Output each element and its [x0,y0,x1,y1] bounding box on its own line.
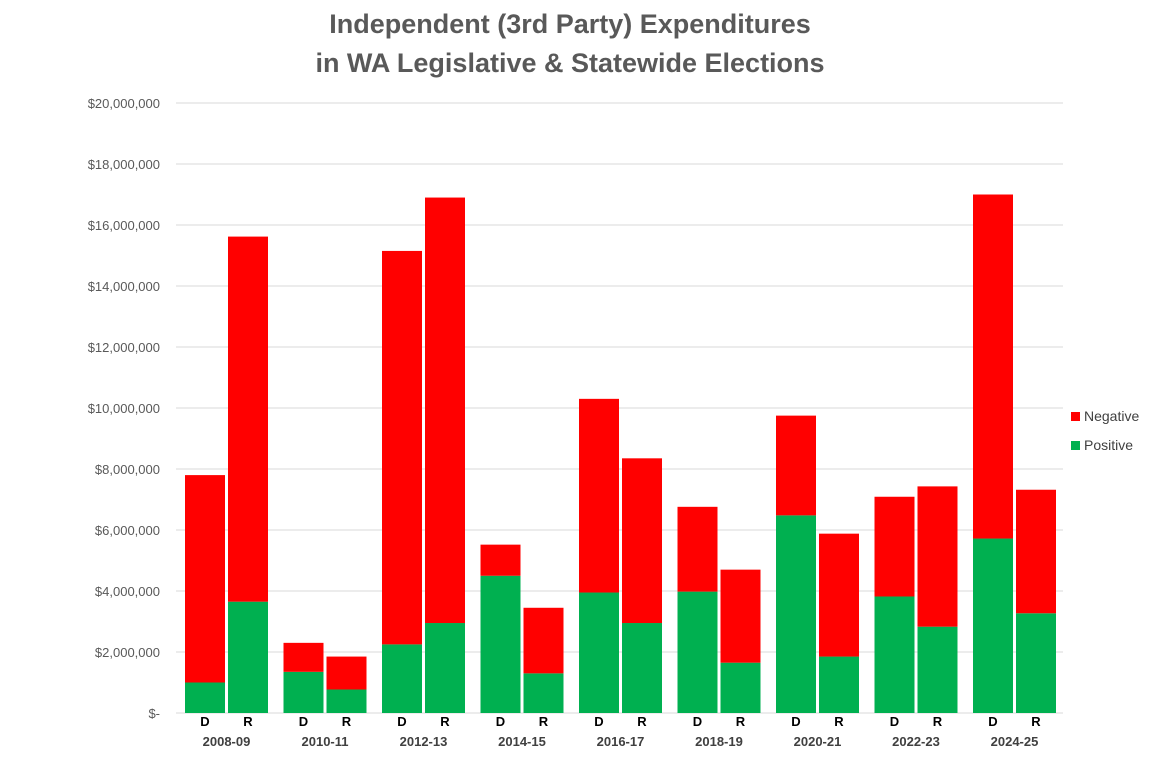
y-tick-label: $18,000,000 [88,157,160,172]
x-axis: D R 2008-09 D R 2010-11 D R 2012-13 D R 2014-15 D R 20… [200,714,1041,749]
bar-positive [622,623,662,713]
y-tick-label: $2,000,000 [95,645,160,660]
bar-negative [382,250,422,645]
y-tick-label: $10,000,000 [88,401,160,416]
category-label: 2018-19 [695,734,743,749]
bar-party-label: R [736,714,746,729]
chart-title-line-2: in WA Legislative & Statewide Elections [315,48,824,78]
bar-party-label: D [890,714,899,729]
bar-negative [283,642,324,672]
bar-positive [185,682,225,713]
category-label: 2012-13 [400,734,448,749]
bar-positive [382,644,422,713]
bar-positive [283,671,324,713]
bar-negative [523,607,564,674]
bar-positive [917,626,958,713]
bar-party-label: D [594,714,603,729]
y-tick-label: $12,000,000 [88,340,160,355]
bar-positive [326,689,367,713]
gridlines [176,102,1063,714]
y-tick-label: $4,000,000 [95,584,160,599]
y-tick-label: $- [148,706,160,721]
y-tick-label: $6,000,000 [95,523,160,538]
bar-negative [326,656,367,690]
bar-negative [677,506,718,592]
bar-party-label: D [693,714,702,729]
category-label: 2010-11 [302,734,349,749]
y-tick-label: $8,000,000 [95,462,160,477]
bar-negative [720,569,761,663]
y-axis: $- $2,000,000 $4,000,000 $6,000,000 $8,000,0… [88,96,160,721]
bar-party-label: R [342,714,352,729]
bar-positive [425,623,465,713]
bars [185,194,1056,713]
bar-party-label: R [834,714,844,729]
y-tick-label: $16,000,000 [88,218,160,233]
bar-positive [776,515,816,713]
bar-negative [1016,489,1056,614]
bar-negative [228,236,268,602]
bar-positive [720,662,761,713]
bar-negative [185,475,225,683]
bar-party-label: R [243,714,253,729]
bar-party-label: D [988,714,997,729]
bar-positive [579,592,619,713]
category-label: 2014-15 [498,734,546,749]
bar-party-label: D [791,714,800,729]
bar-negative [579,398,619,593]
bar-party-label: D [496,714,505,729]
bar-party-label: R [440,714,450,729]
chart-title-line-1: Independent (3rd Party) Expenditures [329,9,811,39]
bar-negative [480,544,521,576]
bar-positive [1016,613,1056,713]
bar-negative [776,415,816,516]
bar-party-label: R [637,714,647,729]
category-label: 2008-09 [203,734,251,749]
bar-party-label: D [200,714,209,729]
legend-swatch [1071,441,1080,450]
bar-party-label: R [1031,714,1041,729]
chart-title: Independent (3rd Party) Expenditures in … [315,9,824,78]
bar-negative [622,458,662,624]
bar-negative [874,496,915,597]
bar-positive [480,575,521,713]
category-label: 2022-23 [892,734,940,749]
bar-positive [523,673,564,713]
legend-swatch [1071,412,1080,421]
bar-negative [917,486,958,627]
bar-positive [677,591,718,713]
bar-negative [819,533,859,657]
y-tick-label: $14,000,000 [88,279,160,294]
bar-positive [874,596,915,713]
bar-positive [819,656,859,713]
legend-entry: Negative [1084,408,1139,424]
category-label: 2024-25 [991,734,1039,749]
bar-negative [425,197,465,624]
bar-party-label: D [299,714,308,729]
bar-positive [228,601,268,713]
bar-positive [973,538,1013,713]
legend: Negative Positive [1071,408,1139,453]
bar-party-label: R [933,714,943,729]
y-tick-label: $20,000,000 [88,96,160,111]
category-label: 2020-21 [794,734,842,749]
bar-negative [973,194,1013,539]
category-label: 2016-17 [597,734,645,749]
bar-party-label: D [397,714,406,729]
legend-entry: Positive [1084,437,1133,453]
bar-party-label: R [539,714,549,729]
